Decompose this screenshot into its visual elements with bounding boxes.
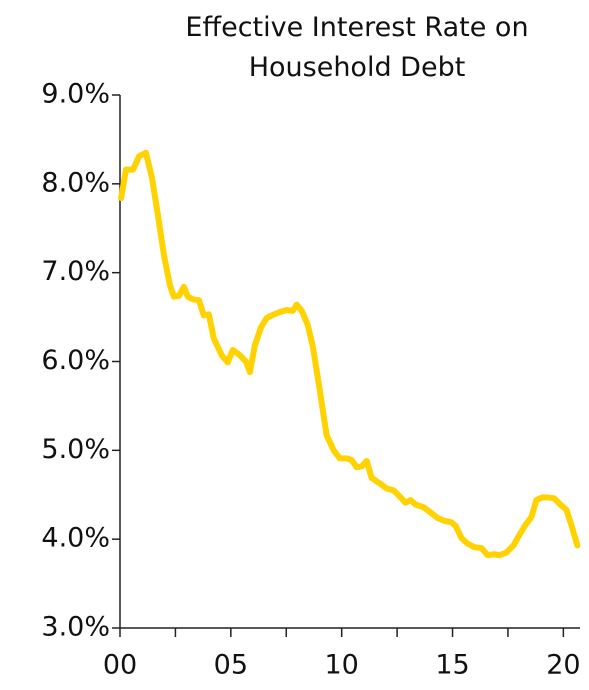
- x-tick-label: 15: [435, 650, 469, 681]
- x-tick-label: 00: [103, 650, 137, 681]
- y-tick-label: 6.0%: [41, 345, 110, 376]
- y-tick-label: 9.0%: [41, 79, 110, 110]
- chart-title: Effective Interest Rate on Household Deb…: [185, 12, 529, 83]
- x-tick-label: 20: [546, 650, 580, 681]
- x-tick-label: 05: [214, 650, 248, 681]
- y-tick-label: 5.0%: [41, 434, 110, 465]
- y-tick-label: 8.0%: [41, 167, 110, 198]
- data-line: [118, 149, 581, 559]
- y-tick-label: 7.0%: [41, 256, 110, 287]
- x-tick-label: 10: [325, 650, 359, 681]
- y-tick-label: 3.0%: [41, 612, 110, 643]
- y-tick-label: 4.0%: [41, 523, 110, 554]
